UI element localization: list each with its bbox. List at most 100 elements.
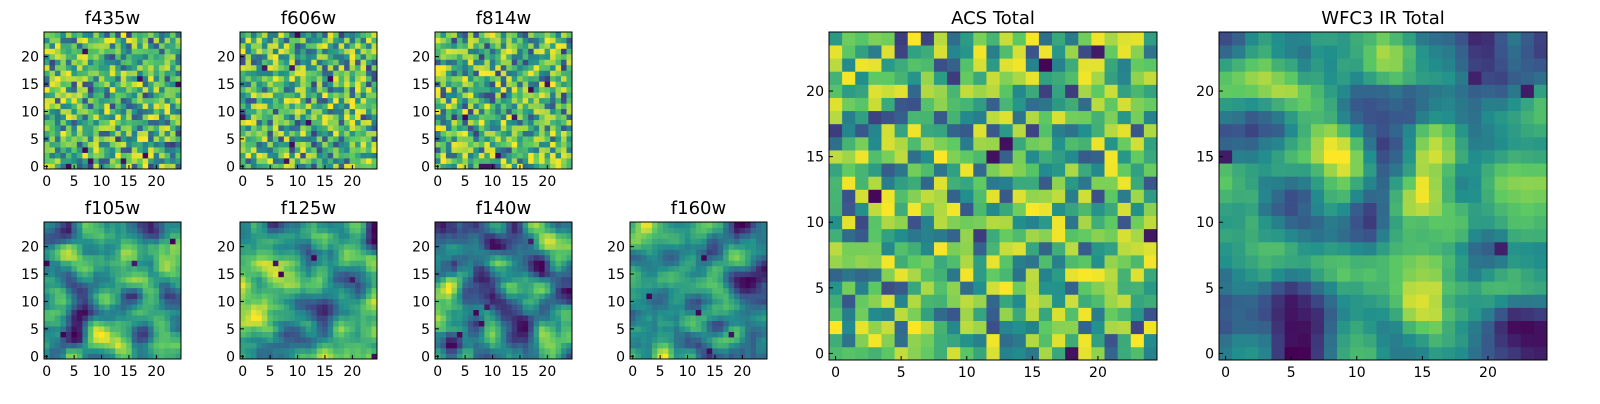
heatmap-cell bbox=[534, 277, 540, 283]
heatmap-cell bbox=[1105, 176, 1118, 189]
heatmap-cell bbox=[762, 222, 768, 228]
heatmap-cell bbox=[137, 293, 143, 299]
heatmap-cell bbox=[322, 158, 328, 164]
heatmap-cell bbox=[126, 266, 132, 272]
heatmap-cell bbox=[641, 277, 647, 283]
heatmap-cell bbox=[712, 343, 718, 349]
heatmap-cell bbox=[355, 304, 361, 310]
heatmap-cell bbox=[440, 233, 446, 239]
heatmap-cell bbox=[88, 277, 94, 283]
heatmap-cell bbox=[506, 65, 512, 71]
heatmap-cell bbox=[339, 266, 345, 272]
heatmap-cell bbox=[517, 87, 523, 93]
heatmap-cell bbox=[712, 277, 718, 283]
heatmap-cell bbox=[115, 54, 121, 60]
heatmap-cell bbox=[534, 142, 540, 148]
heatmap-cell bbox=[652, 293, 658, 299]
heatmap-cell bbox=[71, 48, 77, 54]
heatmap-cell bbox=[712, 266, 718, 272]
heatmap-cell bbox=[121, 70, 127, 76]
heatmap-cell bbox=[154, 260, 160, 266]
heatmap-cell bbox=[60, 153, 66, 159]
heatmap-cell bbox=[545, 332, 551, 338]
heatmap-cell bbox=[468, 337, 474, 343]
heatmap-cell bbox=[366, 136, 372, 142]
heatmap-cell bbox=[934, 281, 947, 294]
heatmap-cell bbox=[567, 125, 573, 131]
heatmap-cell bbox=[501, 136, 507, 142]
heatmap-cell bbox=[842, 308, 855, 321]
heatmap-cell bbox=[300, 293, 306, 299]
heatmap-cell bbox=[339, 244, 345, 250]
heatmap-cell bbox=[446, 233, 452, 239]
heatmap-cell bbox=[534, 125, 540, 131]
heatmap-cell bbox=[306, 343, 312, 349]
heatmap-cell bbox=[868, 229, 881, 242]
heatmap-cell bbox=[355, 87, 361, 93]
heatmap-cell bbox=[284, 282, 290, 288]
heatmap-cell bbox=[440, 332, 446, 338]
heatmap-cell bbox=[126, 153, 132, 159]
heatmap-cell bbox=[93, 147, 99, 153]
heatmap-cell bbox=[473, 326, 479, 332]
heatmap-cell bbox=[646, 299, 652, 305]
heatmap-cell bbox=[501, 326, 507, 332]
heatmap-cell bbox=[317, 103, 323, 109]
heatmap-cell bbox=[372, 120, 378, 126]
x-tick-label: 15 bbox=[511, 364, 529, 380]
heatmap-cell bbox=[523, 315, 529, 321]
heatmap-cell bbox=[842, 281, 855, 294]
heatmap-cell bbox=[528, 293, 534, 299]
heatmap-cell bbox=[311, 147, 317, 153]
heatmap-cell bbox=[361, 348, 367, 354]
heatmap-cell bbox=[561, 109, 567, 115]
heatmap-cell bbox=[99, 337, 105, 343]
heatmap-cell bbox=[1118, 347, 1131, 360]
heatmap-cell bbox=[490, 304, 496, 310]
heatmap-cell bbox=[333, 227, 339, 233]
heatmap-cell bbox=[723, 282, 729, 288]
heatmap-cell bbox=[77, 299, 83, 305]
heatmap-cell bbox=[137, 310, 143, 316]
heatmap-cell bbox=[333, 310, 339, 316]
heatmap-cell bbox=[49, 103, 55, 109]
heatmap-cell bbox=[148, 81, 154, 87]
heatmap-cell bbox=[110, 271, 116, 277]
heatmap-cell bbox=[165, 142, 171, 148]
heatmap-cell bbox=[55, 233, 61, 239]
heatmap-cell bbox=[121, 227, 127, 233]
heatmap-cell bbox=[339, 109, 345, 115]
heatmap-cell bbox=[484, 142, 490, 148]
heatmap-cell bbox=[170, 81, 176, 87]
heatmap-cell bbox=[328, 76, 334, 82]
heatmap-cell bbox=[60, 103, 66, 109]
heatmap-cell bbox=[973, 216, 986, 229]
heatmap-cell bbox=[479, 76, 485, 82]
heatmap-cell bbox=[339, 158, 345, 164]
x-tick-label: 5 bbox=[461, 174, 470, 190]
heatmap-cell bbox=[479, 249, 485, 255]
heatmap-cell bbox=[328, 299, 334, 305]
heatmap-cell bbox=[311, 337, 317, 343]
heatmap-cell bbox=[495, 103, 501, 109]
heatmap-cell bbox=[289, 37, 295, 43]
heatmap-cell bbox=[468, 354, 474, 360]
heatmap-cell bbox=[561, 238, 567, 244]
heatmap-cell bbox=[1039, 321, 1052, 334]
heatmap-cell bbox=[657, 277, 663, 283]
heatmap-cell bbox=[446, 103, 452, 109]
heatmap-cell bbox=[462, 81, 468, 87]
heatmap-cell bbox=[148, 343, 154, 349]
heatmap-cell bbox=[350, 87, 356, 93]
heatmap-cell bbox=[355, 92, 361, 98]
heatmap-cell bbox=[284, 222, 290, 228]
heatmap-cell bbox=[115, 32, 121, 38]
heatmap-cell bbox=[1052, 150, 1065, 163]
heatmap-cell bbox=[49, 321, 55, 327]
heatmap-cell bbox=[556, 48, 562, 54]
heatmap-cell bbox=[55, 147, 61, 153]
heatmap-cell bbox=[506, 120, 512, 126]
heatmap-cell bbox=[685, 266, 691, 272]
heatmap-cell bbox=[506, 43, 512, 49]
heatmap-cell bbox=[372, 48, 378, 54]
